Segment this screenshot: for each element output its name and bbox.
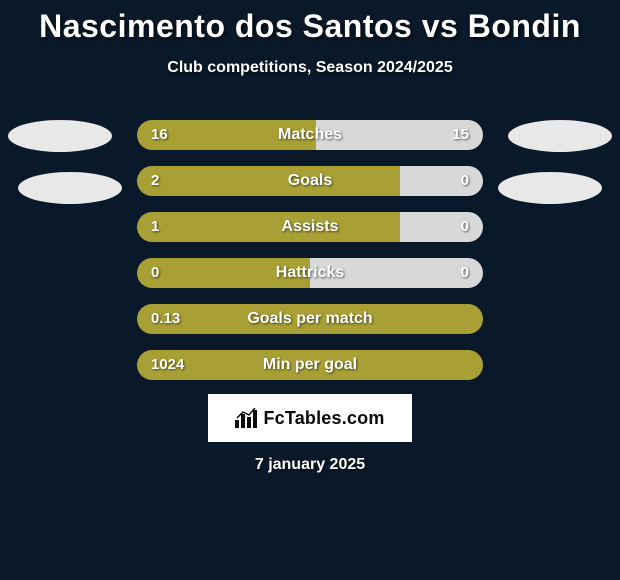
bars-container: 16 15 Matches 2 0 Goals 1 0 Assists 0 0 Hattricks 0.… [137, 120, 483, 380]
brand-chart-icon [235, 408, 257, 428]
bar-row: 16 15 Matches [137, 120, 483, 150]
bar-label: Hattricks [276, 258, 344, 288]
bar-value-right: 0 [461, 212, 469, 242]
bar-value-left: 1 [151, 212, 159, 242]
bar-label: Min per goal [263, 350, 357, 380]
bar-row: 2 0 Goals [137, 166, 483, 196]
bar-label: Goals per match [247, 304, 372, 334]
brand-box: FcTables.com [208, 394, 412, 442]
bar-value-left: 2 [151, 166, 159, 196]
bar-segment-right [400, 166, 483, 196]
bar-value-right: 15 [452, 120, 469, 150]
bar-segment-right [400, 212, 483, 242]
bar-label: Assists [282, 212, 339, 242]
bar-value-right: 0 [461, 258, 469, 288]
bar-value-left: 16 [151, 120, 168, 150]
bar-row: 0 0 Hattricks [137, 258, 483, 288]
avatar-right-1 [508, 120, 612, 152]
bar-value-left: 0 [151, 258, 159, 288]
bar-row: 1024 Min per goal [137, 350, 483, 380]
bar-segment-left [137, 212, 400, 242]
comparison-panel: 16 15 Matches 2 0 Goals 1 0 Assists 0 0 Hattricks 0.… [0, 120, 620, 474]
avatar-right-2 [498, 172, 602, 204]
bar-value-left: 0.13 [151, 304, 180, 334]
bar-label: Goals [288, 166, 332, 196]
avatar-left-2 [18, 172, 122, 204]
bar-value-left: 1024 [151, 350, 184, 380]
bar-value-right: 0 [461, 166, 469, 196]
page-subtitle: Club competitions, Season 2024/2025 [0, 59, 620, 77]
date-text: 7 january 2025 [0, 456, 620, 474]
bar-row: 1 0 Assists [137, 212, 483, 242]
bar-row: 0.13 Goals per match [137, 304, 483, 334]
brand-text: FcTables.com [263, 408, 384, 429]
avatar-left-1 [8, 120, 112, 152]
bar-label: Matches [278, 120, 342, 150]
page-title: Nascimento dos Santos vs Bondin [0, 0, 620, 45]
bar-segment-left [137, 166, 400, 196]
